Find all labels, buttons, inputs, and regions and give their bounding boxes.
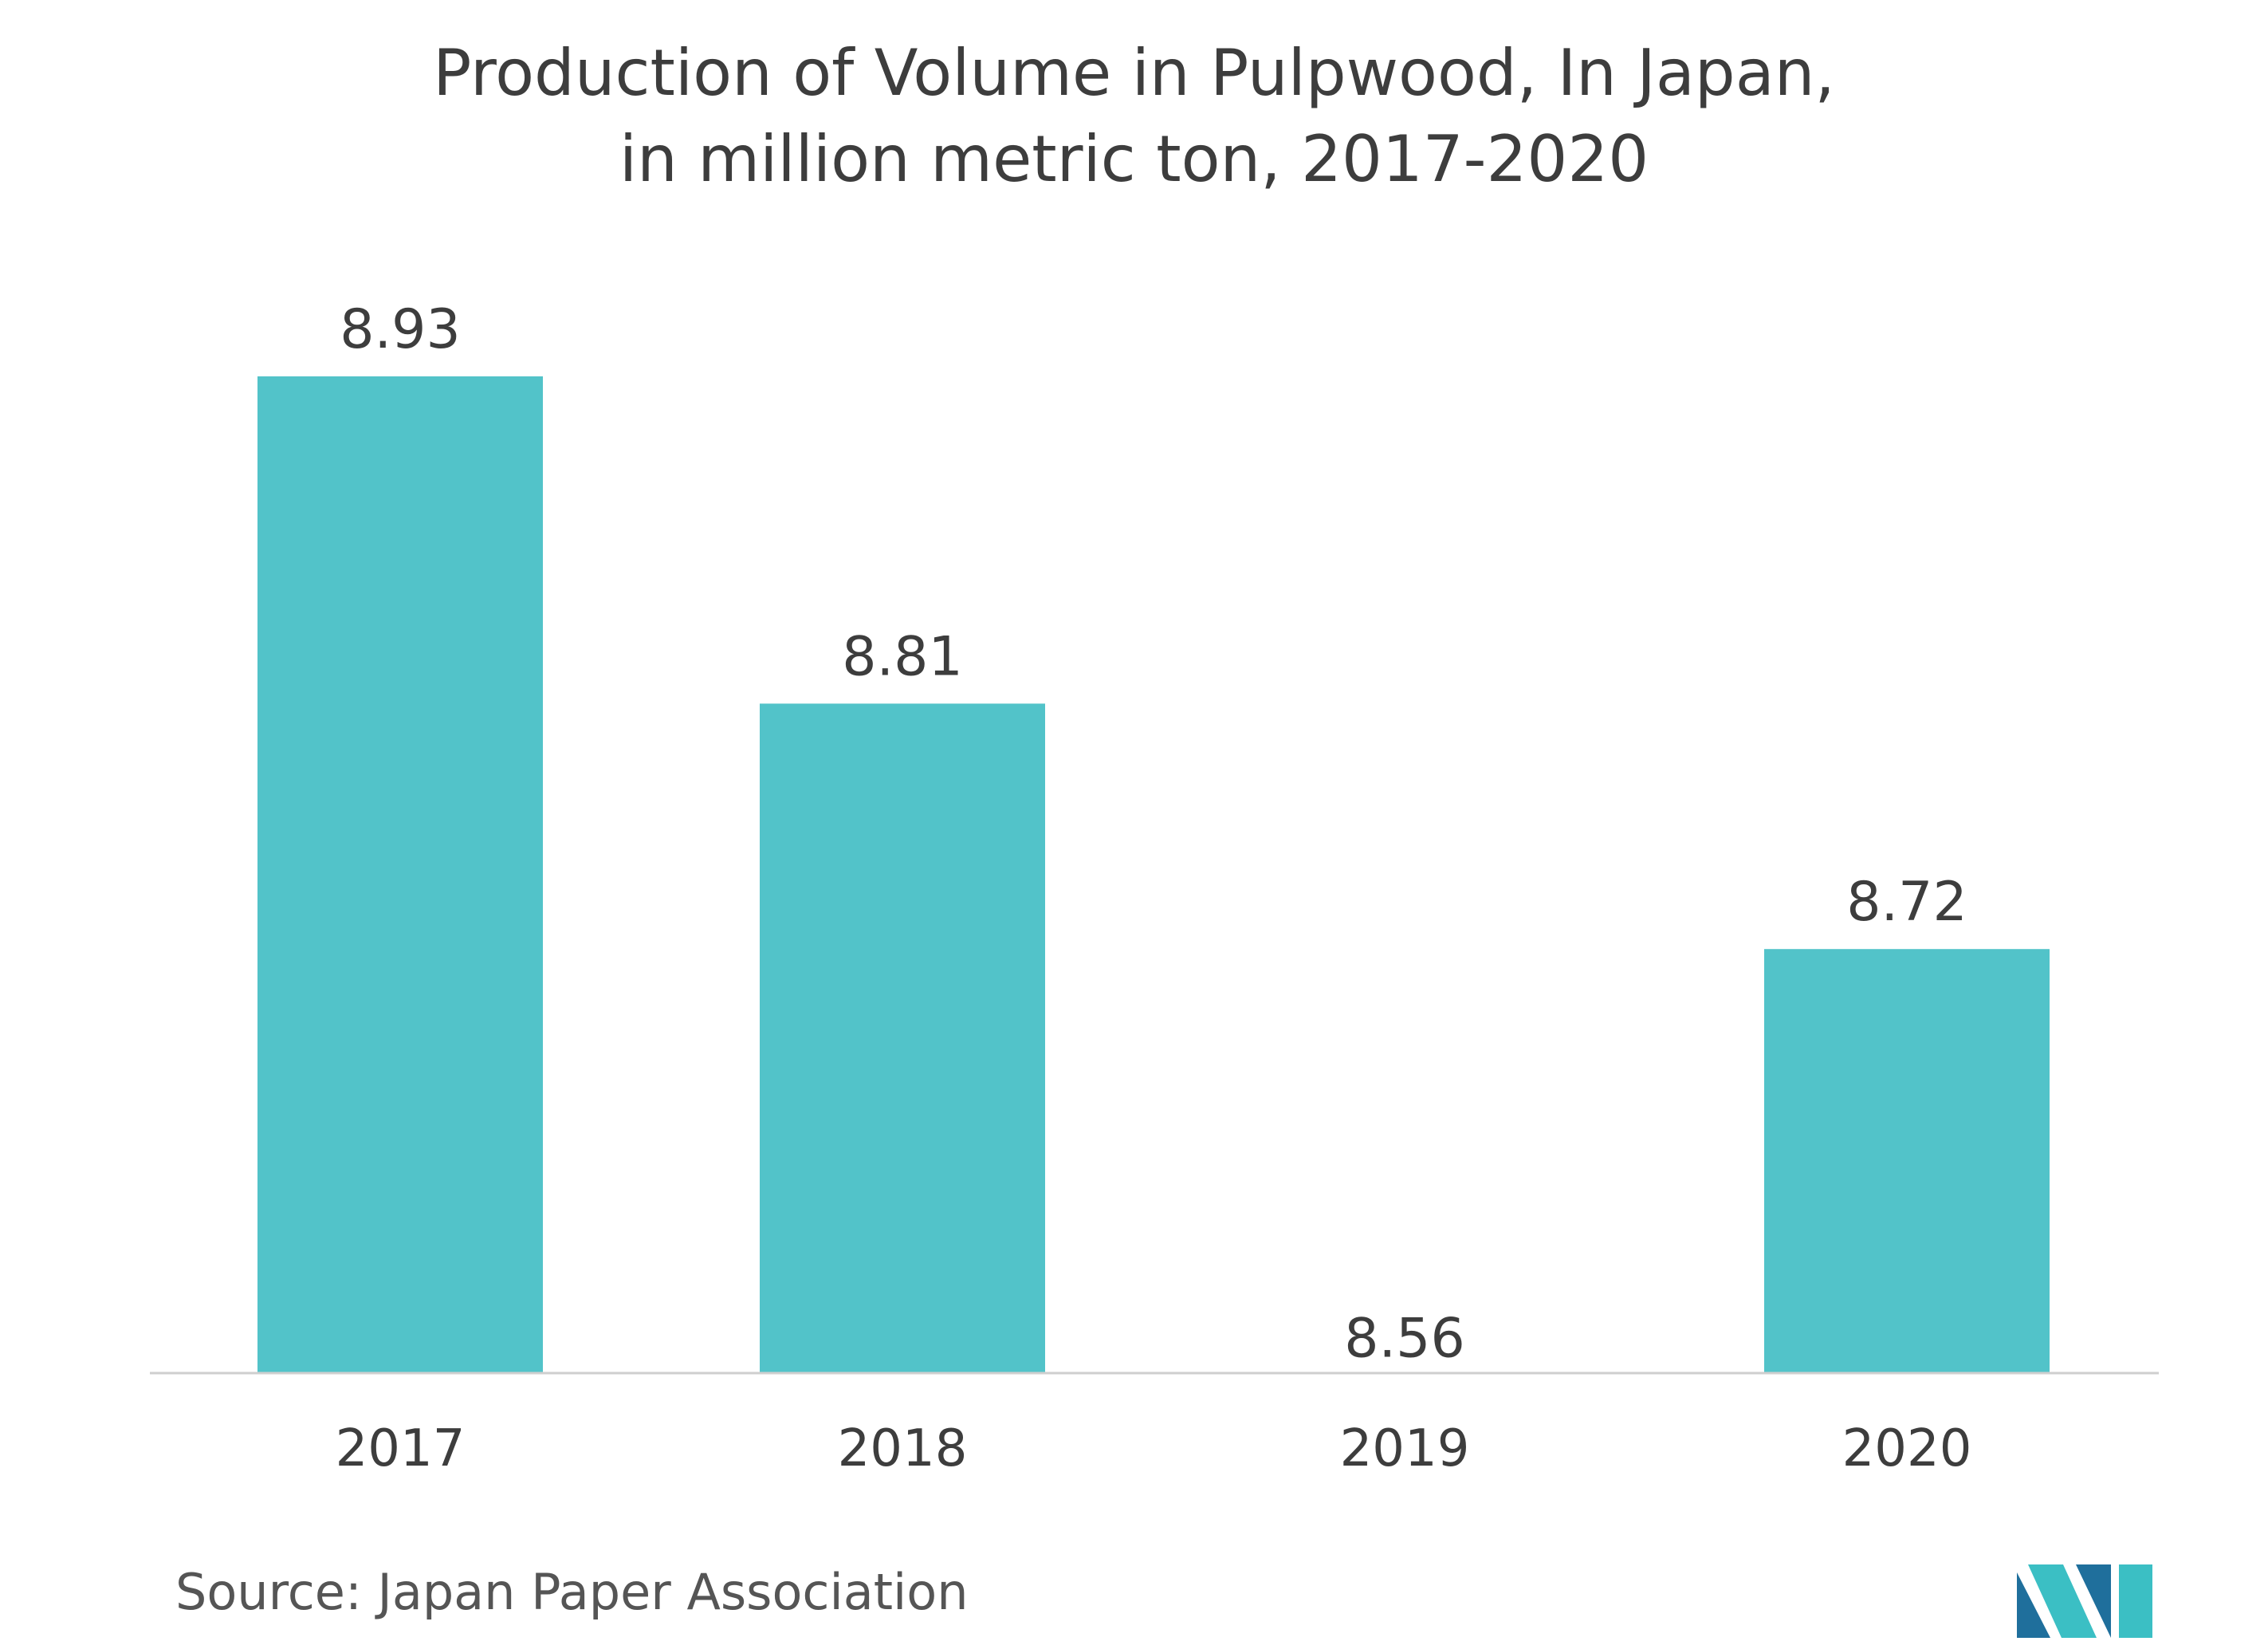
- data-label-2018: 8.81: [842, 625, 962, 688]
- data-label-2019: 8.56: [1344, 1307, 1464, 1370]
- logo-left-shape: [2017, 1572, 2050, 1638]
- data-label-2020: 8.72: [1846, 871, 1967, 934]
- x-tick-label-2020: 2020: [1842, 1419, 1972, 1478]
- bars-layer: [257, 376, 2050, 1373]
- bar-2017: [257, 376, 543, 1373]
- logo-mid-shape: [2028, 1564, 2097, 1638]
- x-tick-label-2019: 2019: [1340, 1419, 1470, 1478]
- chart-title-line-1: Production of Volume in Pulpwood, In Jap…: [433, 36, 1835, 110]
- source-note: Source: Japan Paper Association: [175, 1563, 969, 1621]
- chart-title: Production of Volume in Pulpwood, In Jap…: [0, 30, 2268, 203]
- x-tick-label-2018: 2018: [838, 1419, 968, 1478]
- data-labels-layer: 8.93 8.81 8.56 8.72: [340, 298, 1967, 1370]
- chart-title-line-2: in million metric ton, 2017-2020: [619, 122, 1649, 196]
- bar-2020: [1764, 949, 2050, 1373]
- mordor-intelligence-logo-icon: [2017, 1564, 2152, 1638]
- logo-right-shape: [2076, 1564, 2111, 1638]
- data-label-2017: 8.93: [340, 298, 460, 361]
- logo-far-right-shape: [2119, 1564, 2152, 1638]
- bar-2018: [760, 703, 1045, 1373]
- x-tick-labels-layer: 2017 2018 2019 2020: [336, 1419, 1972, 1478]
- x-tick-label-2017: 2017: [336, 1419, 466, 1478]
